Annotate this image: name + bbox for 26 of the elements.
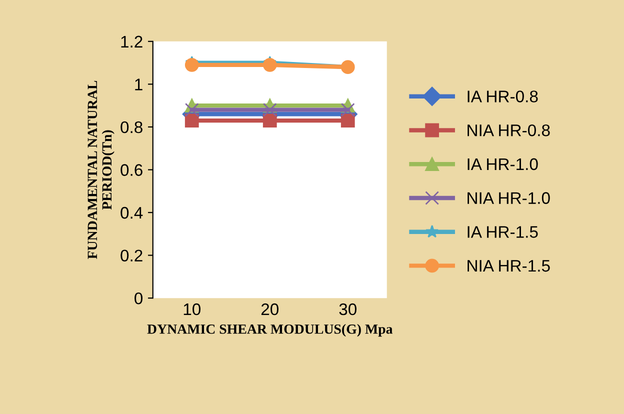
legend-label: IA HR-1.5 — [468, 226, 538, 238]
y-axis-title: FUNDAMENTAL NATURAL PERIOD(Tn) — [88, 80, 114, 259]
legend-label: NIA HR-0.8 — [468, 124, 550, 136]
point — [184, 114, 199, 128]
x-tick-label: 10 — [184, 303, 200, 316]
y-tick-label: 0.8 — [120, 121, 142, 134]
y-tick-label: 0.6 — [120, 164, 142, 176]
legend-label: NIA HR-1.5 — [468, 260, 550, 272]
legend-label: IA HR-0.8 — [468, 90, 538, 102]
legend-label: IA HR-1.0 — [468, 158, 538, 170]
y-tick-label: 1.2 — [121, 36, 142, 48]
y-tick-label: 0 — [134, 292, 143, 304]
point — [262, 114, 277, 128]
point — [262, 102, 277, 117]
point — [184, 58, 199, 72]
point — [340, 114, 355, 128]
y-tick-label: 0.2 — [120, 250, 142, 262]
x-tick-label: 20 — [261, 303, 278, 316]
point — [184, 102, 199, 117]
y-tick-label: 0.4 — [120, 206, 143, 219]
y-tick-label: 1 — [135, 78, 142, 90]
legend-label: NIA HR-1.0 — [468, 192, 550, 204]
point — [262, 58, 277, 72]
point — [340, 102, 355, 117]
x-tick-label: 30 — [339, 303, 356, 316]
x-axis-title: DYNAMIC SHEAR MODULUS(G) Mpa — [147, 324, 393, 337]
